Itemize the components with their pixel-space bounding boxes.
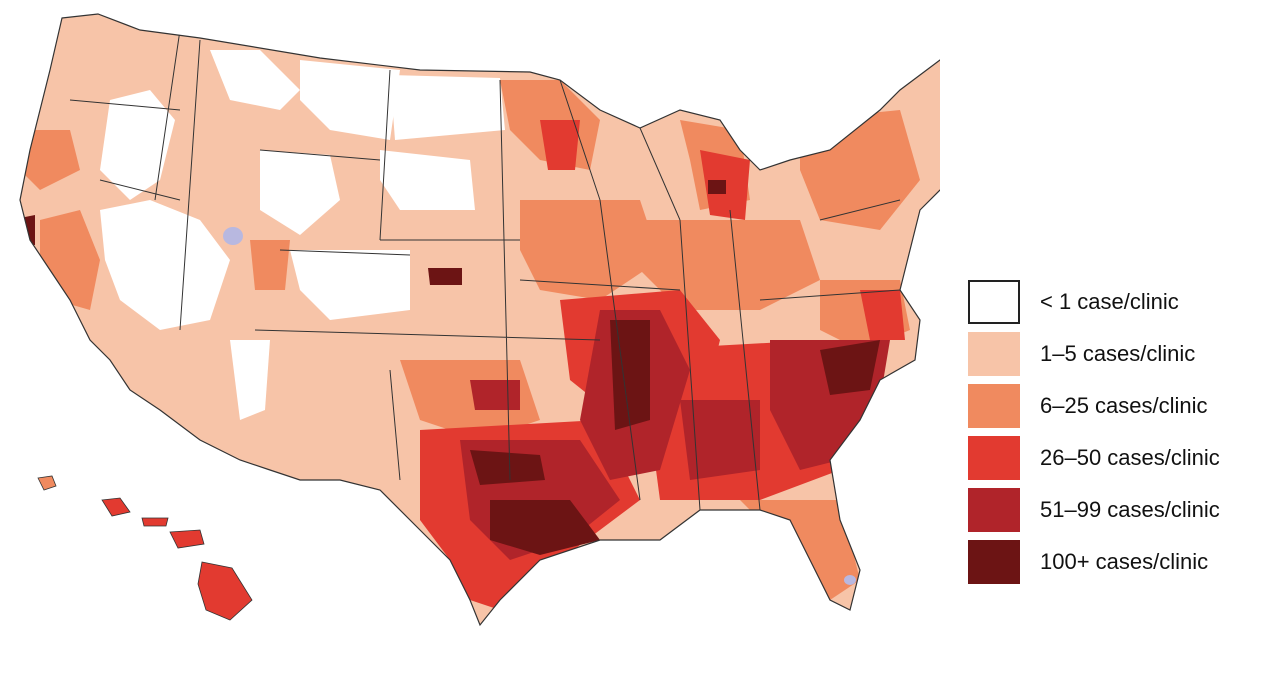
- legend-swatch: [968, 384, 1020, 428]
- region-oklahoma-dark: [470, 380, 520, 410]
- legend-item: 26–50 cases/clinic: [968, 432, 1220, 484]
- region-basin-white: [100, 200, 230, 330]
- region-nm-white: [230, 340, 270, 420]
- region-sd-white: [380, 150, 475, 210]
- lake-okeechobee: [844, 575, 856, 585]
- legend-label: 6–25 cases/clinic: [1040, 393, 1208, 418]
- legend-item: < 1 case/clinic: [968, 276, 1220, 328]
- region-nc-max: [820, 340, 880, 395]
- hawaii-maui: [169, 529, 205, 549]
- legend-item: 100+ cases/clinic: [968, 536, 1220, 588]
- region-iowa-missouri: [520, 200, 660, 300]
- region-wisconsin-red: [540, 120, 580, 170]
- legend-swatch: [968, 540, 1020, 584]
- legend-swatch: [968, 280, 1020, 324]
- legend-swatch: [968, 436, 1020, 480]
- region-idaho-white: [210, 50, 300, 110]
- region-delta-max: [610, 320, 650, 430]
- legend-label: 26–50 cases/clinic: [1040, 445, 1220, 470]
- water-bodies: [223, 227, 856, 585]
- legend-label: 100+ cases/clinic: [1040, 549, 1209, 574]
- region-nevada-white: [100, 90, 175, 200]
- region-michigan-max: [708, 180, 726, 194]
- legend-label: < 1 case/clinic: [1040, 289, 1179, 314]
- map-legend: < 1 case/clinic 1–5 cases/clinic 6–25 case…: [968, 276, 1220, 588]
- region-gulf-max: [490, 500, 600, 555]
- legend-label: 1–5 cases/clinic: [1040, 341, 1196, 366]
- legend-swatch: [968, 488, 1020, 532]
- region-wyoming-white: [260, 150, 340, 235]
- legend-item: 1–5 cases/clinic: [968, 328, 1220, 380]
- hawaii-niihau: [37, 475, 57, 491]
- great-salt-lake: [223, 227, 243, 245]
- legend-item: 51–99 cases/clinic: [968, 484, 1220, 536]
- legend-item: 6–25 cases/clinic: [968, 380, 1220, 432]
- region-montana-white: [300, 60, 400, 140]
- us-outline: [19, 13, 940, 627]
- region-ca-north: [20, 130, 80, 190]
- region-colorado-white: [290, 250, 410, 320]
- state-boundaries: [69, 29, 901, 511]
- region-florida: [740, 500, 860, 600]
- region-alabama-georgia: [680, 400, 760, 480]
- region-kansas-max: [428, 268, 462, 285]
- region-sf-bay-max: [20, 215, 35, 245]
- hawaii-big-island: [197, 561, 253, 621]
- region-east-texas-max: [470, 450, 545, 485]
- legend-label: 51–99 cases/clinic: [1040, 497, 1220, 522]
- hawaii-kauai-island: [101, 497, 131, 517]
- legend-swatch: [968, 332, 1020, 376]
- region-utah-east: [250, 240, 290, 290]
- region-nd-white: [390, 75, 505, 140]
- us-choropleth-map: [19, 13, 940, 627]
- regions-lt1: [100, 50, 505, 420]
- hawaii-oahu: [141, 517, 169, 527]
- region-virginia-red: [860, 290, 905, 340]
- hawaii: [37, 475, 253, 621]
